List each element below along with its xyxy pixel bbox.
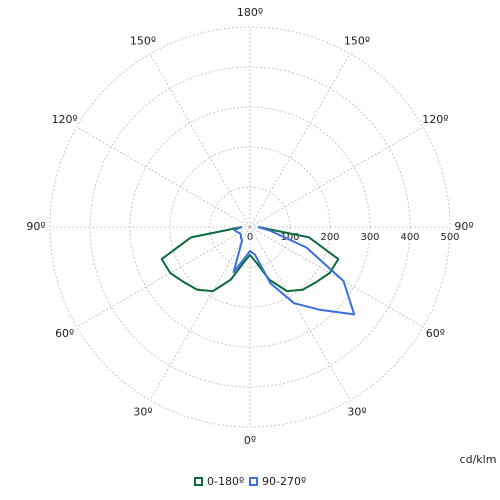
r-tick-label: 200 [320, 232, 339, 243]
angle-tick-label: 0º [244, 434, 256, 447]
series-line [232, 226, 356, 316]
grid-spoke [149, 226, 251, 401]
r-tick-label: 400 [400, 232, 419, 243]
grid-spoke [249, 53, 351, 228]
grid-spoke [76, 126, 251, 228]
grid-ring [49, 26, 451, 428]
r-tick-label: 0 [247, 232, 253, 243]
angle-tick-label: 30º [133, 405, 152, 418]
legend-label: 90-270º [262, 475, 306, 488]
angle-tick-label: 60º [426, 327, 445, 340]
angle-tick-label: 30º [347, 405, 366, 418]
legend-marker [249, 477, 258, 486]
r-tick-label: 100 [280, 232, 299, 243]
grid-spoke [249, 226, 351, 401]
r-tick-label: 500 [440, 232, 459, 243]
angle-tick-label: 60º [55, 327, 74, 340]
angle-tick-label: 150º [130, 35, 156, 48]
angle-tick-label: 90º [26, 220, 45, 233]
legend-marker [194, 477, 203, 486]
grid-spoke [249, 226, 424, 328]
unit-label: cd/klm [460, 453, 497, 466]
grid-spoke [149, 53, 251, 228]
angle-tick-label: 150º [344, 35, 370, 48]
series-line [160, 226, 340, 293]
angle-tick-label: 120º [52, 113, 78, 126]
r-tick-label: 300 [360, 232, 379, 243]
grid-spoke [249, 126, 424, 228]
angle-tick-label: 120º [422, 113, 448, 126]
legend-label: 0-180º [207, 475, 244, 488]
angle-tick-label: 90º [454, 220, 473, 233]
angle-tick-label: 180º [237, 6, 263, 19]
grid-spoke [76, 226, 251, 328]
